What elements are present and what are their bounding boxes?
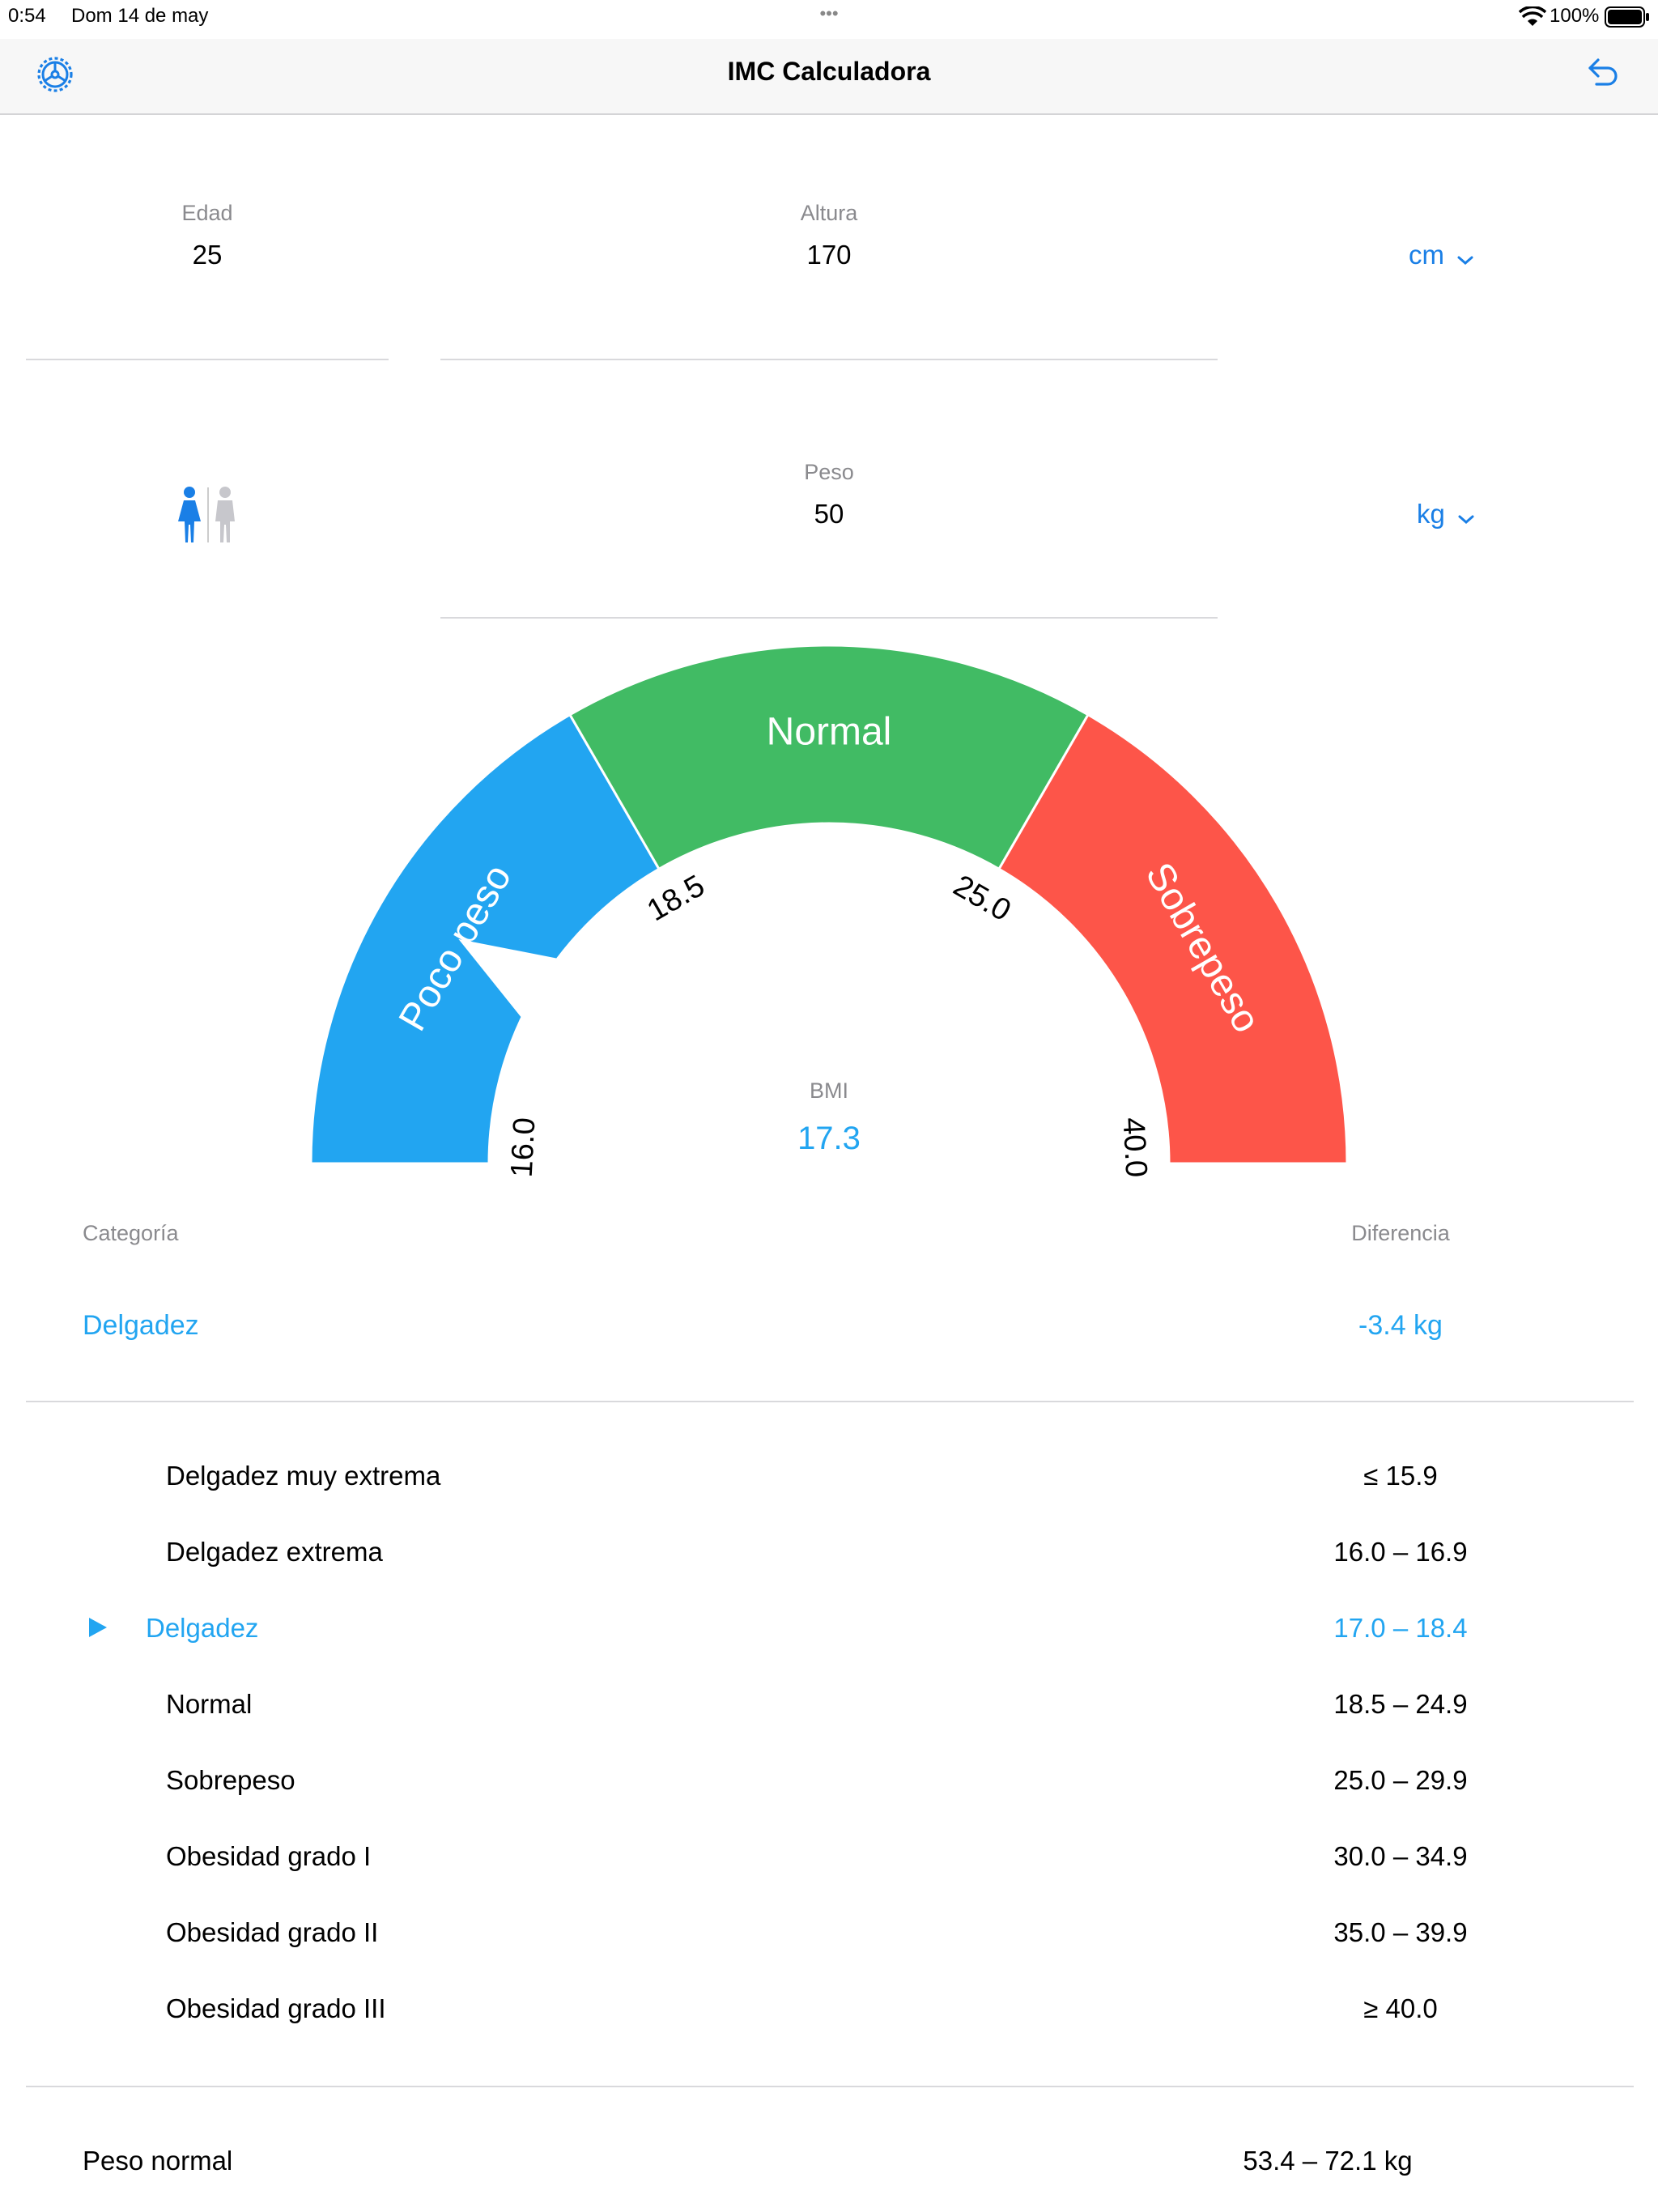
gauge-segment-normal	[568, 644, 1090, 871]
category-range: ≥ 40.0	[1363, 1993, 1438, 2023]
table-row: Delgadez muy extrema ≤ 15.9	[0, 1461, 1658, 1501]
category-label: Obesidad grado I	[166, 1841, 372, 1871]
gauge-pointer	[458, 938, 560, 1020]
battery-percent: 100%	[1550, 5, 1600, 27]
bmi-value: 17.3	[797, 1121, 861, 1156]
edad-label: Edad	[181, 201, 233, 225]
altura-label: Altura	[800, 201, 858, 225]
category-label: Obesidad grado III	[166, 1993, 386, 2023]
gauge-tick-label: 25.0	[947, 869, 1016, 928]
edad-field[interactable]: 25	[192, 240, 223, 270]
multitask-dots[interactable]: •••	[819, 3, 839, 23]
peso-unit-selector[interactable]: kg	[1417, 499, 1476, 530]
gender-selector[interactable]	[173, 486, 240, 544]
table-row: Obesidad grado III ≥ 40.0	[0, 1993, 1658, 2034]
altura-field[interactable]: 170	[806, 240, 852, 270]
category-range: 25.0 – 29.9	[1333, 1765, 1468, 1795]
altura-unit-selector[interactable]: cm	[1409, 240, 1475, 270]
category-label: Obesidad grado II	[166, 1917, 379, 1947]
category-range: ≤ 15.9	[1363, 1461, 1438, 1491]
table-row: Delgadez extrema 16.0 – 16.9	[0, 1537, 1658, 1577]
gauge-tick-label: 40.0	[1116, 1117, 1154, 1178]
gauge-tick-label: 16.0	[505, 1117, 542, 1178]
result-divider	[26, 1401, 1634, 1402]
table-row: Normal 18.5 – 24.9	[0, 1689, 1658, 1729]
wifi-icon	[1519, 6, 1546, 26]
gauge-segment-overweight	[997, 713, 1349, 1165]
status-date: Dom 14 de may	[71, 5, 209, 27]
category-range: 30.0 – 34.9	[1333, 1841, 1468, 1871]
categoria-label: Categoría	[83, 1221, 179, 1245]
battery-icon	[1605, 6, 1649, 28]
table-row: Delgadez 17.0 – 18.4	[0, 1613, 1658, 1653]
chevron-down-icon	[1457, 256, 1473, 265]
diferencia-value: -3.4 kg	[1358, 1310, 1443, 1341]
gauge-label-normal: Normal	[767, 711, 892, 754]
gauge-segment-underweight	[309, 713, 661, 1165]
category-range: 35.0 – 39.9	[1333, 1917, 1468, 1947]
female-icon	[178, 487, 235, 542]
gear-icon[interactable]	[34, 53, 76, 96]
peso-label: Peso	[804, 460, 854, 484]
peso-unit-label: kg	[1417, 499, 1445, 529]
category-label: Sobrepeso	[166, 1765, 295, 1795]
altura-divider	[440, 359, 1218, 360]
categoria-value: Delgadez	[83, 1310, 199, 1341]
table-row: Sobrepeso 25.0 – 29.9	[0, 1765, 1658, 1806]
bmi-label: BMI	[809, 1078, 848, 1103]
peso-normal-label: Peso normal	[83, 2146, 233, 2176]
peso-divider	[440, 617, 1218, 619]
gauge-tick-label: 18.5	[641, 869, 710, 928]
category-range: 17.0 – 18.4	[1333, 1613, 1468, 1643]
diferencia-label: Diferencia	[1351, 1221, 1450, 1245]
category-label: Delgadez	[146, 1613, 259, 1643]
chevron-down-icon	[1458, 515, 1474, 524]
category-label: Normal	[166, 1689, 253, 1719]
edad-divider	[26, 359, 389, 360]
category-label: Delgadez muy extrema	[166, 1461, 441, 1491]
category-range: 18.5 – 24.9	[1333, 1689, 1468, 1719]
altura-unit-label: cm	[1409, 240, 1444, 270]
table-row: Obesidad grado I 30.0 – 34.9	[0, 1841, 1658, 1882]
table-divider	[26, 2086, 1634, 2087]
undo-icon[interactable]	[1585, 55, 1622, 92]
navigation-bar	[0, 39, 1658, 115]
category-label: Delgadez extrema	[166, 1537, 383, 1567]
page-title: IMC Calculadora	[727, 57, 931, 86]
peso-field[interactable]: 50	[814, 499, 844, 529]
table-row: Obesidad grado II 35.0 – 39.9	[0, 1917, 1658, 1958]
status-time: 0:54	[8, 5, 46, 27]
peso-normal-value: 53.4 – 72.1 kg	[1243, 2146, 1413, 2176]
category-range: 16.0 – 16.9	[1333, 1537, 1468, 1567]
active-indicator-icon	[89, 1618, 107, 1637]
